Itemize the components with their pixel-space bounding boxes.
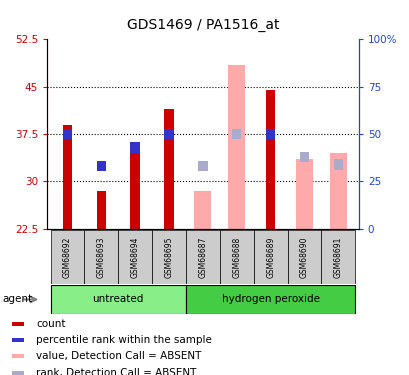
Text: GSM68689: GSM68689 [265,236,274,278]
Bar [50,285,186,314]
Text: hydrogen peroxide: hydrogen peroxide [221,294,319,304]
Bar [186,285,355,314]
Text: GSM68693: GSM68693 [97,236,106,278]
Bar [63,124,72,229]
Text: GSM68688: GSM68688 [232,237,241,278]
Bar [12,338,24,342]
Text: value, Detection Call = ABSENT: value, Detection Call = ABSENT [36,351,201,361]
Bar [194,191,211,229]
Text: count: count [36,319,65,328]
Bar [130,153,139,229]
Bar [198,161,207,171]
Bar [84,230,118,284]
Bar [265,90,275,229]
Text: untreated: untreated [92,294,144,304]
Text: GSM68690: GSM68690 [299,236,308,278]
Bar [219,230,253,284]
Bar [97,191,106,229]
Bar [12,322,24,326]
Bar [50,230,84,284]
Text: GDS1469 / PA1516_at: GDS1469 / PA1516_at [126,18,279,32]
Text: GSM68695: GSM68695 [164,236,173,278]
Bar [231,129,241,139]
Bar [164,109,173,229]
Bar [63,129,72,139]
Bar [329,153,346,229]
Bar [299,152,308,162]
Bar [97,161,106,171]
Text: GSM68692: GSM68692 [63,236,72,278]
Bar [295,159,312,229]
Bar [12,354,24,358]
Text: percentile rank within the sample: percentile rank within the sample [36,335,211,345]
Bar [164,129,173,139]
Bar [118,230,152,284]
Text: GSM68691: GSM68691 [333,236,342,278]
Bar [228,64,245,229]
Bar [265,129,275,139]
Bar [287,230,321,284]
Bar [253,230,287,284]
Bar [12,371,24,375]
Bar [333,159,342,170]
Text: GSM68694: GSM68694 [130,236,139,278]
Text: rank, Detection Call = ABSENT: rank, Detection Call = ABSENT [36,368,196,375]
Text: agent: agent [2,294,32,304]
Text: GSM68687: GSM68687 [198,236,207,278]
Bar [186,230,219,284]
Bar [152,230,186,284]
Bar [321,230,355,284]
Bar [130,142,139,153]
